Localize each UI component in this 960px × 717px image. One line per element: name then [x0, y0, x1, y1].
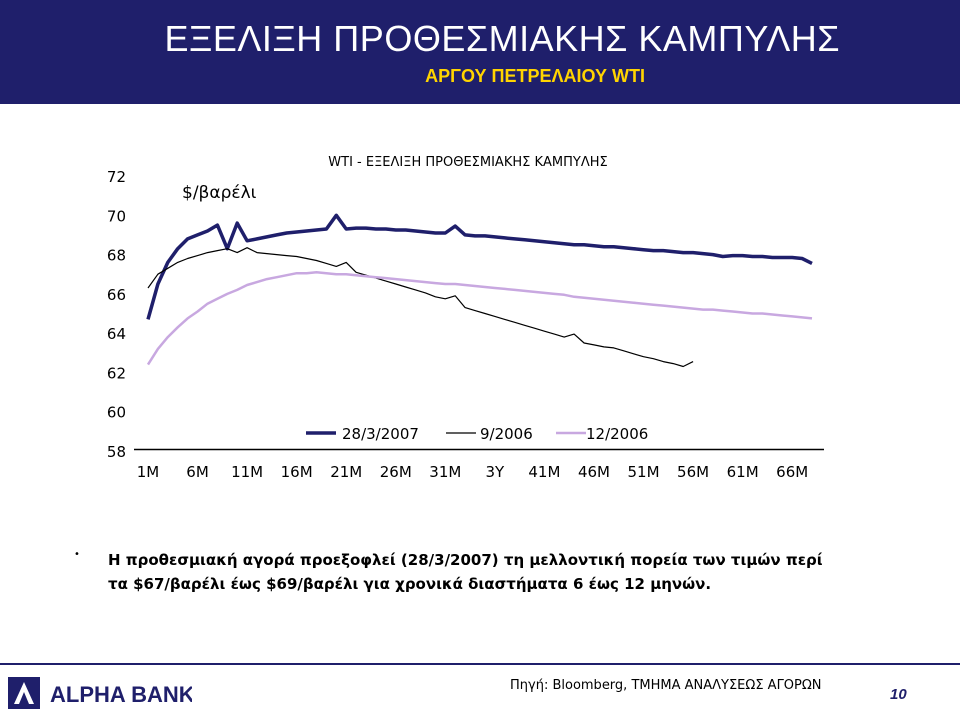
slide-title: ΕΞΕΛΙΞΗ ΠΡΟΘΕΣΜΙΑΚΗΣ ΚΑΜΠΥΛΗΣ [164, 18, 840, 59]
slide-subtitle: ΑΡΓΟΥ ΠΕΤΡΕΛΑΙΟΥ WTI [425, 66, 645, 86]
y-tick-label: 58 [107, 443, 126, 461]
chart-title: WTI - ΕΞΕΛΙΞΗ ΠΡΟΘΕΣΜΙΑΚΗΣ ΚΑΜΠΥΛΗΣ [328, 155, 607, 170]
y-tick-label: 70 [107, 207, 126, 225]
x-tick-label: 51M [628, 463, 660, 481]
x-tick-label: 6M [186, 463, 209, 481]
y-tick-label: 64 [107, 325, 126, 343]
y-tick-label: 62 [107, 364, 126, 382]
x-tick-label: 46M [578, 463, 610, 481]
x-tick-label: 26M [380, 463, 412, 481]
note-bullet: • [74, 549, 80, 560]
x-tick-label: 41M [528, 463, 560, 481]
alpha-bank-emblem [8, 677, 40, 709]
forward-curve-chart: WTI - ΕΞΕΛΙΞΗ ΠΡΟΘΕΣΜΙΑΚΗΣ ΚΑΜΠΥΛΗΣ $/βα… [107, 155, 824, 481]
y-tick-label: 66 [107, 286, 126, 304]
legend-label-2: 12/2006 [586, 425, 648, 443]
alpha-emblem-mark [14, 682, 34, 704]
page-number: 10 [890, 686, 907, 703]
y-tick-label: 60 [107, 404, 126, 422]
series-lines [146, 213, 813, 368]
alpha-bank-logo: ALPHA BANK [8, 677, 192, 709]
slide-header: ΕΞΕΛΙΞΗ ΠΡΟΘΕΣΜΙΑΚΗΣ ΚΑΜΠΥΛΗΣ ΑΡΓΟΥ ΠΕΤΡ… [0, 0, 960, 104]
source-note: Πηγή: Bloomberg, ΤΜΗΜΑ ΑΝΑΛΥΣΕΩΣ ΑΓΟΡΩΝ [510, 678, 822, 693]
x-tick-label: 21M [330, 463, 362, 481]
series-line-0 [146, 213, 813, 320]
commentary-text: Η προθεσμιακή αγορά προεξοφλεί (28/3/200… [108, 551, 823, 593]
legend-label-0: 28/3/2007 [342, 425, 419, 443]
y-tick-label: 72 [107, 168, 126, 186]
footer-divider [0, 663, 960, 665]
series-line-2 [146, 271, 813, 366]
x-tick-label: 61M [727, 463, 759, 481]
x-tick-label: 56M [677, 463, 709, 481]
x-tick-label: 16M [281, 463, 313, 481]
x-tick-label: 1M [137, 463, 160, 481]
chart-legend: 28/3/2007 9/2006 12/2006 [306, 425, 648, 443]
x-tick-label: 11M [231, 463, 263, 481]
x-tick-label: 3Y [486, 463, 506, 481]
x-axis-ticks: 1M 6M 11M 16M 21M 26M 31M 3Y 41M 46M 51M 56M 61M 66M [137, 463, 808, 481]
y-tick-label: 68 [107, 247, 126, 265]
legend-label-1: 9/2006 [480, 425, 533, 443]
x-tick-label: 66M [776, 463, 808, 481]
y-axis-ticks: 58 60 62 64 66 68 70 72 [107, 168, 126, 461]
y-axis-label: $/βαρέλι [182, 183, 257, 203]
series-line-1 [147, 247, 694, 368]
logo-text: ALPHA BANK [50, 682, 192, 707]
x-tick-label: 31M [429, 463, 461, 481]
